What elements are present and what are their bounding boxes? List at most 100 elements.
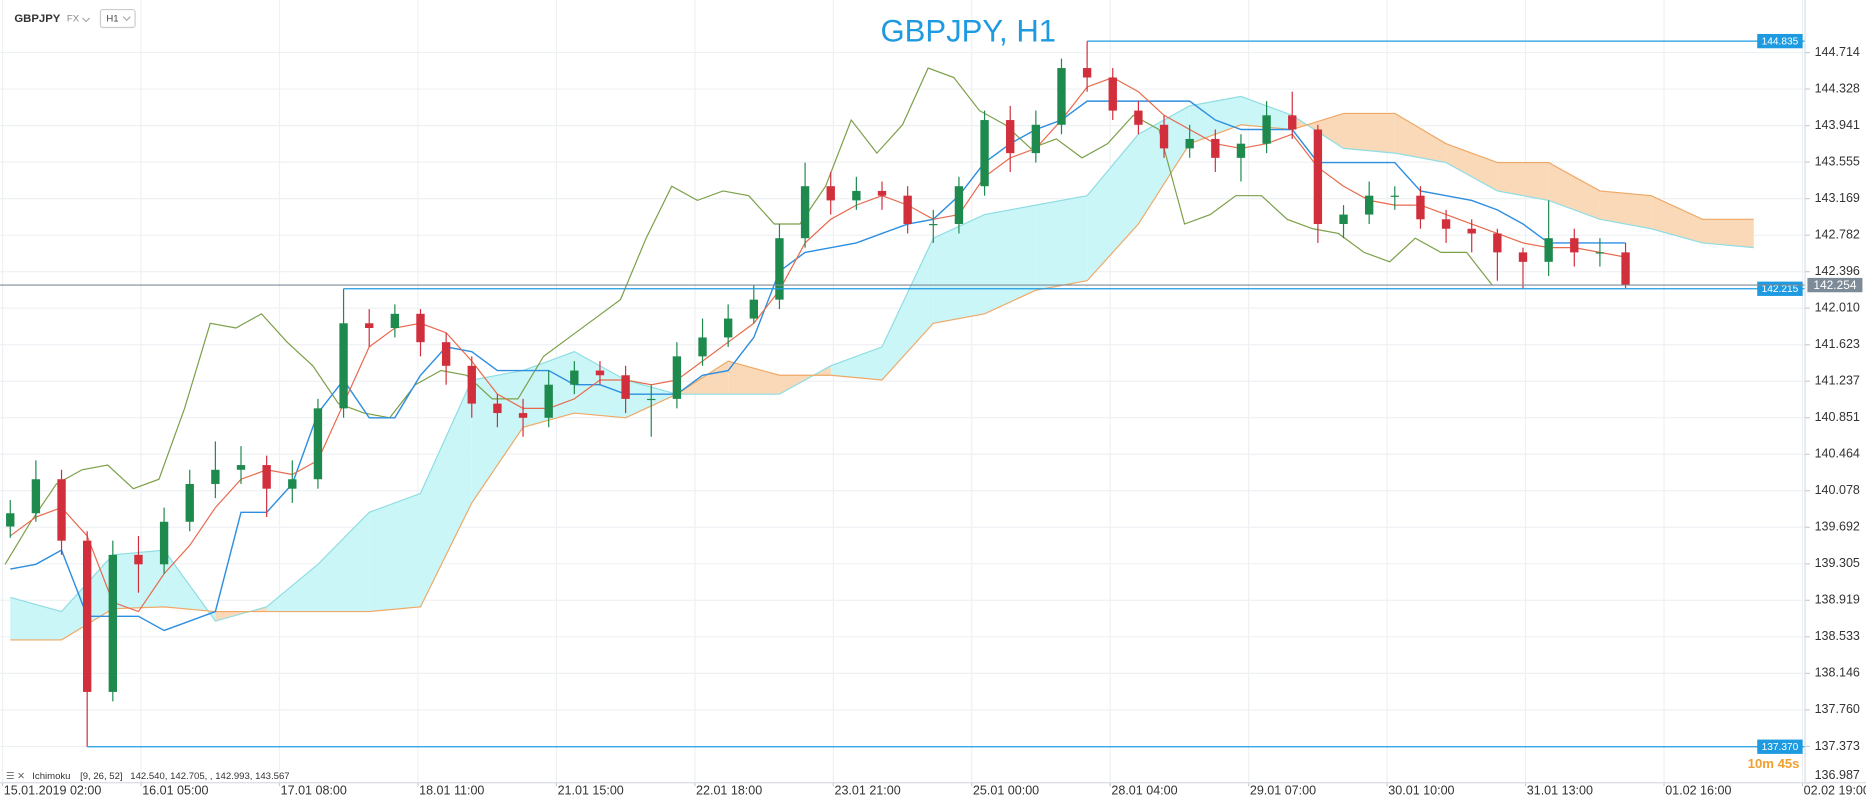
candle-body: [313, 408, 323, 480]
candle-body: [1518, 252, 1528, 262]
y-tick-label: 139.692: [1815, 520, 1860, 534]
candle-body: [1313, 129, 1323, 225]
y-tick-label: 137.373: [1815, 739, 1860, 753]
candle-body: [1134, 110, 1143, 125]
candle-body: [1493, 233, 1502, 253]
price-tag: [1757, 739, 1803, 754]
cloud-fill: [266, 564, 318, 612]
legend-name: Ichimoku: [32, 771, 70, 782]
price-tag-label: 137.370: [1762, 742, 1799, 753]
price-tag-label: 144.835: [1762, 36, 1799, 47]
candle-body: [903, 195, 912, 225]
x-tick-label: 30.01 10:00: [1388, 783, 1454, 797]
candle-body: [1057, 68, 1066, 125]
y-tick-label: 142.782: [1815, 227, 1860, 241]
y-tick-label: 138.146: [1815, 666, 1860, 680]
y-tick-label: 140.078: [1815, 483, 1860, 497]
candle-body: [82, 540, 92, 692]
candle-body: [954, 186, 964, 225]
candle-body: [6, 513, 15, 527]
legend-params: [9, 26, 52]: [80, 771, 122, 782]
price-tag-label: 142.215: [1762, 284, 1799, 295]
y-tick-label: 144.328: [1815, 81, 1860, 95]
candle-body: [1159, 124, 1169, 149]
candle-body: [518, 413, 528, 418]
candle-body: [595, 370, 605, 376]
x-tick-label: 29.01 07:00: [1250, 783, 1316, 797]
candle-body: [826, 186, 835, 201]
candle-body: [1108, 77, 1117, 111]
candle-body: [1544, 238, 1553, 262]
x-tick-label: 01.02 16:00: [1665, 783, 1731, 797]
cloud-fill: [1702, 219, 1754, 248]
x-tick-label: 23.01 21:00: [834, 783, 900, 797]
conversion-line: [9, 76, 1626, 613]
cloud-fill: [1138, 105, 1190, 225]
candle-body: [723, 318, 733, 338]
candle-body: [1288, 115, 1297, 130]
candle-body: [1185, 138, 1194, 149]
candle-body: [1031, 124, 1041, 154]
candle-body: [159, 521, 169, 565]
axes: 144.714 144.328 143.941 143.555 143.169 142.7…: [1, 45, 1866, 797]
symbol[interactable]: GBPJPY: [14, 13, 60, 25]
candle-body: [877, 190, 887, 196]
candle-body: [1467, 228, 1476, 234]
cloud-fill: [830, 346, 883, 380]
candle-body: [31, 479, 41, 514]
levels: 144.835 142.215 137.370 142.254: [0, 33, 1863, 754]
candle-body: [544, 384, 553, 418]
cloud-fill: [984, 205, 1036, 314]
candle-body: [365, 323, 374, 328]
cloud-fill: [1343, 113, 1395, 154]
candle-body: [1082, 68, 1092, 78]
cloud-fill: [1651, 195, 1703, 243]
y-tick-label: 138.919: [1815, 593, 1860, 607]
candle-body: [134, 554, 143, 565]
cloud-fill: [1087, 134, 1139, 281]
y-tick-label: 139.305: [1815, 556, 1860, 570]
x-tick-label: 18.01 11:00: [419, 783, 484, 797]
legend-icon[interactable]: ☰ ✕: [6, 771, 25, 782]
y-tick-label: 140.851: [1815, 410, 1860, 424]
candle-body: [775, 238, 784, 300]
price-tag: [1807, 277, 1863, 293]
x-tick-label: 16.01 05:00: [142, 783, 208, 797]
timeframe-box[interactable]: [99, 8, 136, 29]
cloud-fill: [728, 361, 780, 395]
y-tick-label: 136.987: [1815, 768, 1860, 782]
candle-body: [1441, 219, 1451, 229]
candle-body: [185, 483, 194, 522]
y-tick-label: 141.237: [1815, 374, 1860, 388]
candle-body: [1236, 143, 1246, 158]
timeframe[interactable]: H1: [106, 14, 118, 25]
cloud-fill: [317, 512, 370, 612]
candle-body: [698, 337, 707, 357]
cloud-fill: [10, 597, 62, 640]
candle-body: [647, 398, 656, 401]
y-tick-label: 141.623: [1815, 337, 1860, 351]
candles: [6, 41, 1630, 747]
cloud-fill: [1497, 162, 1549, 201]
candle-body: [1621, 252, 1630, 286]
y-tick-label: 143.941: [1815, 118, 1860, 132]
candle-body: [57, 479, 66, 541]
market[interactable]: FX: [67, 14, 80, 25]
candle-body: [1006, 120, 1015, 154]
candle-body: [467, 365, 476, 404]
candle-body: [1262, 115, 1271, 144]
cloud-fill: [1599, 190, 1652, 229]
x-tick-label: 17.01 08:00: [281, 783, 347, 797]
candle-body: [800, 186, 810, 239]
candle-timer: 10m 45s: [1748, 756, 1800, 771]
candle-body: [1390, 195, 1399, 197]
price-tag-label: 142.254: [1813, 278, 1857, 292]
y-tick-label: 142.396: [1815, 264, 1860, 278]
x-tick-label: 25.01 00:00: [973, 783, 1039, 797]
legend-values: 142.540, 142.705, , 142.993, 143.567: [130, 771, 289, 782]
candle-body: [288, 479, 297, 489]
candle-body: [211, 469, 220, 484]
x-tick-label: 28.01 04:00: [1111, 783, 1177, 797]
